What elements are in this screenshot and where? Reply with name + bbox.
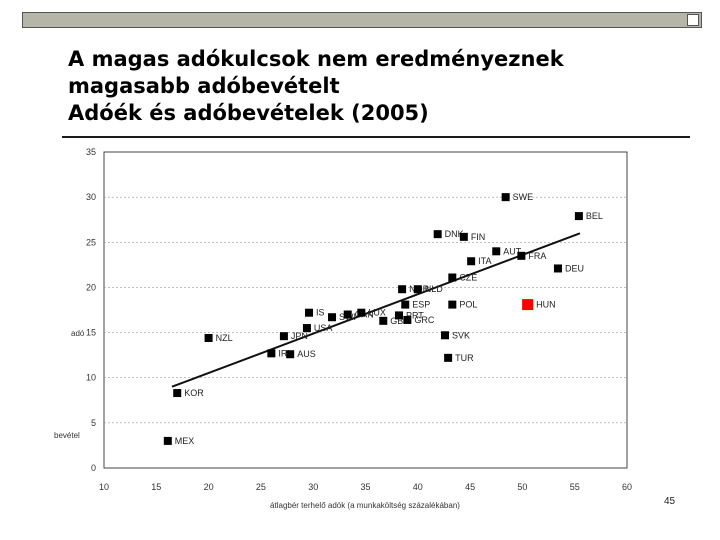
data-point <box>357 308 366 317</box>
data-point-label: CZE <box>459 272 477 282</box>
x-tick-label: 45 <box>465 482 475 492</box>
data-point-label: JPN <box>291 331 308 341</box>
data-point-label: USA <box>314 323 333 333</box>
data-point-label: AUS <box>297 349 316 359</box>
trend-line <box>171 232 581 388</box>
y-tick-label: 15 <box>86 328 96 338</box>
y-tick-label: 35 <box>86 147 96 157</box>
data-point <box>444 353 453 362</box>
slide-title: A magas adókulcsok nem eredményeznek mag… <box>68 46 564 127</box>
data-point <box>401 300 410 309</box>
data-point-label: SVK <box>452 330 470 340</box>
data-point-label: MEX <box>175 436 195 446</box>
data-point <box>517 251 526 260</box>
top-decor-square <box>687 14 699 26</box>
data-point-label: IRL <box>278 348 292 358</box>
x-tick-label: 30 <box>308 482 318 492</box>
y-axis-label-fragment: adó <box>71 329 85 338</box>
x-tick-label: 25 <box>256 482 266 492</box>
data-point <box>459 232 468 241</box>
data-point-label: AUT <box>503 246 522 256</box>
data-point-label: ITA <box>478 256 491 266</box>
data-point <box>522 299 534 311</box>
data-point-label: FIN <box>471 232 486 242</box>
data-point <box>204 333 213 342</box>
y-tick-label: 25 <box>86 237 96 247</box>
data-point-label: PRT <box>406 310 424 320</box>
data-point <box>553 264 562 273</box>
x-tick-label: 60 <box>622 482 632 492</box>
x-tick-label: 10 <box>99 482 109 492</box>
data-point-label: IS <box>316 308 325 318</box>
data-point-label: GBR <box>390 316 410 326</box>
x-tick-label: 35 <box>360 482 370 492</box>
data-point <box>501 193 510 202</box>
data-point-label: FRA <box>528 251 546 261</box>
y-tick-label: 10 <box>86 373 96 383</box>
title-line-2: magasabb adóbevételt <box>68 74 340 98</box>
title-line-1: A magas adókulcsok nem eredményeznek <box>68 47 564 71</box>
data-point-label: NZL <box>216 333 233 343</box>
data-point <box>440 331 449 340</box>
data-point <box>305 308 314 317</box>
top-decor-bar <box>22 12 702 28</box>
data-point <box>279 332 288 341</box>
data-point-label: TUR <box>455 353 474 363</box>
x-tick-label: 40 <box>413 482 423 492</box>
data-point <box>394 311 403 320</box>
data-point <box>448 273 457 282</box>
y-tick-label: 5 <box>91 418 96 428</box>
data-point-label: LUX <box>368 308 386 318</box>
page-number: 45 <box>664 496 676 507</box>
y-tick-label: 0 <box>91 463 96 473</box>
x-tick-label: 50 <box>517 482 527 492</box>
x-axis-label: átlagbér terhelő adók (a munkaköltség sz… <box>270 501 460 510</box>
data-point-label: DNK <box>445 229 464 239</box>
data-point-label: SWE <box>513 192 534 202</box>
data-point <box>302 324 311 333</box>
data-point <box>173 389 182 398</box>
data-point-label: GRC <box>414 315 435 325</box>
data-point <box>492 247 501 256</box>
data-point-label: DEU <box>565 263 584 273</box>
data-point-label: KOR <box>184 388 204 398</box>
y-tick-label: 30 <box>86 192 96 202</box>
data-point <box>267 349 276 358</box>
y-tick-label: 20 <box>86 282 96 292</box>
data-point <box>163 436 172 445</box>
data-point <box>574 212 583 221</box>
data-point <box>398 285 407 294</box>
data-point <box>286 350 295 359</box>
data-point <box>379 316 388 325</box>
title-line-3: Adóék és adóbevételek (2005) <box>68 101 429 125</box>
data-point-label: BEL <box>586 211 603 221</box>
x-tick-label: 15 <box>151 482 161 492</box>
data-point-label: NLD <box>425 284 444 294</box>
data-point-label: HUN <box>536 300 556 310</box>
data-point <box>403 315 412 324</box>
x-tick-label: 55 <box>570 482 580 492</box>
data-point <box>433 230 442 239</box>
title-underline <box>62 136 690 138</box>
data-point <box>343 310 352 319</box>
data-point <box>413 285 422 294</box>
data-point <box>467 257 476 266</box>
data-point-label: POL <box>459 300 477 310</box>
data-point <box>448 300 457 309</box>
data-point-label: ESP <box>412 300 430 310</box>
plot-frame <box>103 151 628 469</box>
y-axis-label-fragment: bevétel <box>54 431 80 440</box>
x-tick-label: 20 <box>204 482 214 492</box>
data-point <box>328 313 337 322</box>
